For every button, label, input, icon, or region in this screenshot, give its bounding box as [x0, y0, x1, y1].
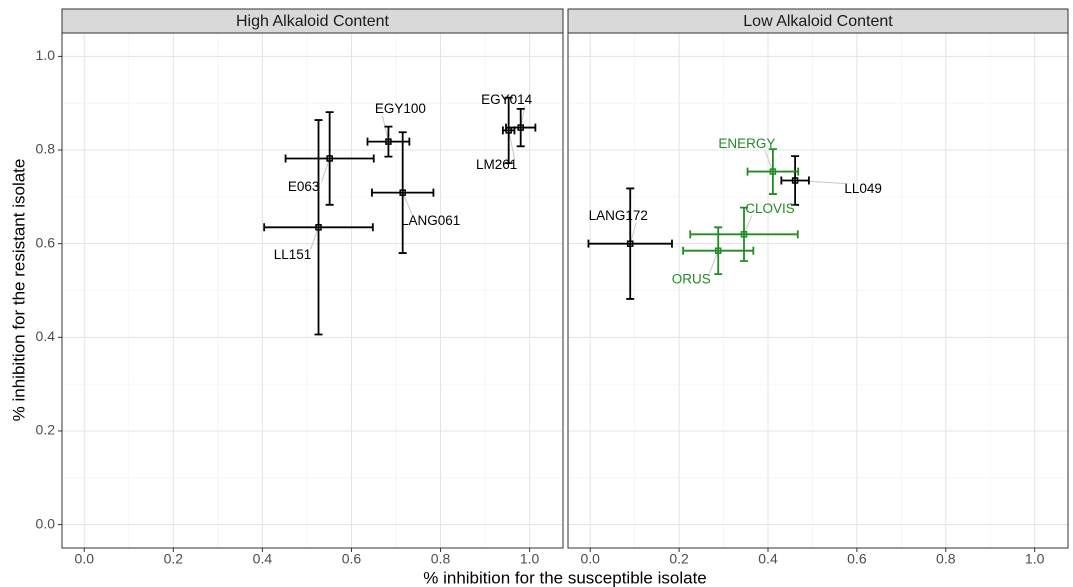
point	[505, 127, 512, 134]
label-connector	[508, 130, 516, 160]
point-label: ORUS	[672, 271, 711, 286]
y-tick-label: 0.8	[36, 141, 56, 157]
x-tick-label: 0.6	[847, 551, 867, 567]
y-error-bar	[314, 119, 323, 336]
point-label: LANG061	[401, 213, 460, 228]
strip-title: Low Alkaloid Content	[743, 13, 893, 30]
point-label: LL049	[844, 181, 882, 196]
x-tick-label: 0.4	[253, 551, 273, 567]
point-label: LL151	[274, 247, 312, 262]
point	[769, 168, 777, 175]
point-label: E063	[288, 179, 320, 194]
x-tick-label: 0.2	[669, 551, 689, 567]
point-label: LANG172	[589, 208, 648, 223]
y-error-bar	[398, 131, 407, 254]
strip	[61, 8, 564, 34]
y-error-bar	[384, 125, 393, 158]
label-connector	[629, 222, 637, 244]
point	[626, 240, 634, 247]
point-label: LM261	[476, 157, 517, 172]
x-tick-label: 1.0	[1025, 551, 1045, 567]
point-label: EGY014	[481, 92, 533, 107]
x-tick-label: 1.0	[520, 551, 540, 567]
x-tick-label: 0.6	[342, 551, 362, 567]
point	[399, 189, 406, 196]
panel-border	[61, 32, 564, 549]
x-tick-label: 0.8	[431, 551, 451, 567]
y-tick-label: 0.4	[36, 328, 56, 344]
y-tick-label: 0.0	[36, 515, 56, 531]
y-error-bar	[740, 206, 748, 262]
y-error-bar	[768, 148, 777, 195]
x-tick-label: 0.0	[75, 551, 95, 567]
point	[517, 124, 524, 131]
point-label: EGY100	[375, 101, 426, 116]
label-connector	[381, 115, 389, 142]
y-error-bar	[791, 155, 800, 206]
label-connector	[708, 250, 719, 274]
x-tick-label: 0.8	[936, 551, 956, 567]
x-tick-label: 0.4	[758, 551, 778, 567]
point	[714, 247, 722, 254]
label-connector	[402, 192, 414, 216]
y-error-bar	[626, 187, 635, 300]
x-tick-label: 0.2	[164, 551, 184, 567]
y-error-bar	[714, 226, 723, 276]
strip-title: High Alkaloid Content	[236, 13, 390, 30]
point	[315, 224, 322, 231]
y-error-bar	[504, 96, 513, 165]
label-connector	[321, 158, 331, 182]
y-tick-label: 0.2	[36, 422, 56, 438]
y-axis-title: % inhibition for the resistant isolate	[9, 159, 28, 422]
label-connector	[764, 150, 774, 172]
point-label: CLOVIS	[745, 201, 795, 216]
label-connector	[310, 227, 319, 250]
y-tick-label: 1.0	[36, 47, 56, 63]
y-error-bar	[325, 111, 334, 206]
point	[326, 155, 333, 162]
point-label: ENERGY	[718, 136, 775, 151]
y-error-bar	[516, 107, 525, 148]
strip	[567, 8, 1069, 34]
x-axis-title: % inhibition for the susceptible isolate	[423, 568, 707, 587]
point	[385, 138, 392, 145]
point	[740, 231, 748, 238]
y-tick-label: 0.6	[36, 234, 56, 250]
panel-border	[567, 32, 1069, 549]
point	[791, 177, 799, 184]
x-tick-label: 0.0	[580, 551, 600, 567]
